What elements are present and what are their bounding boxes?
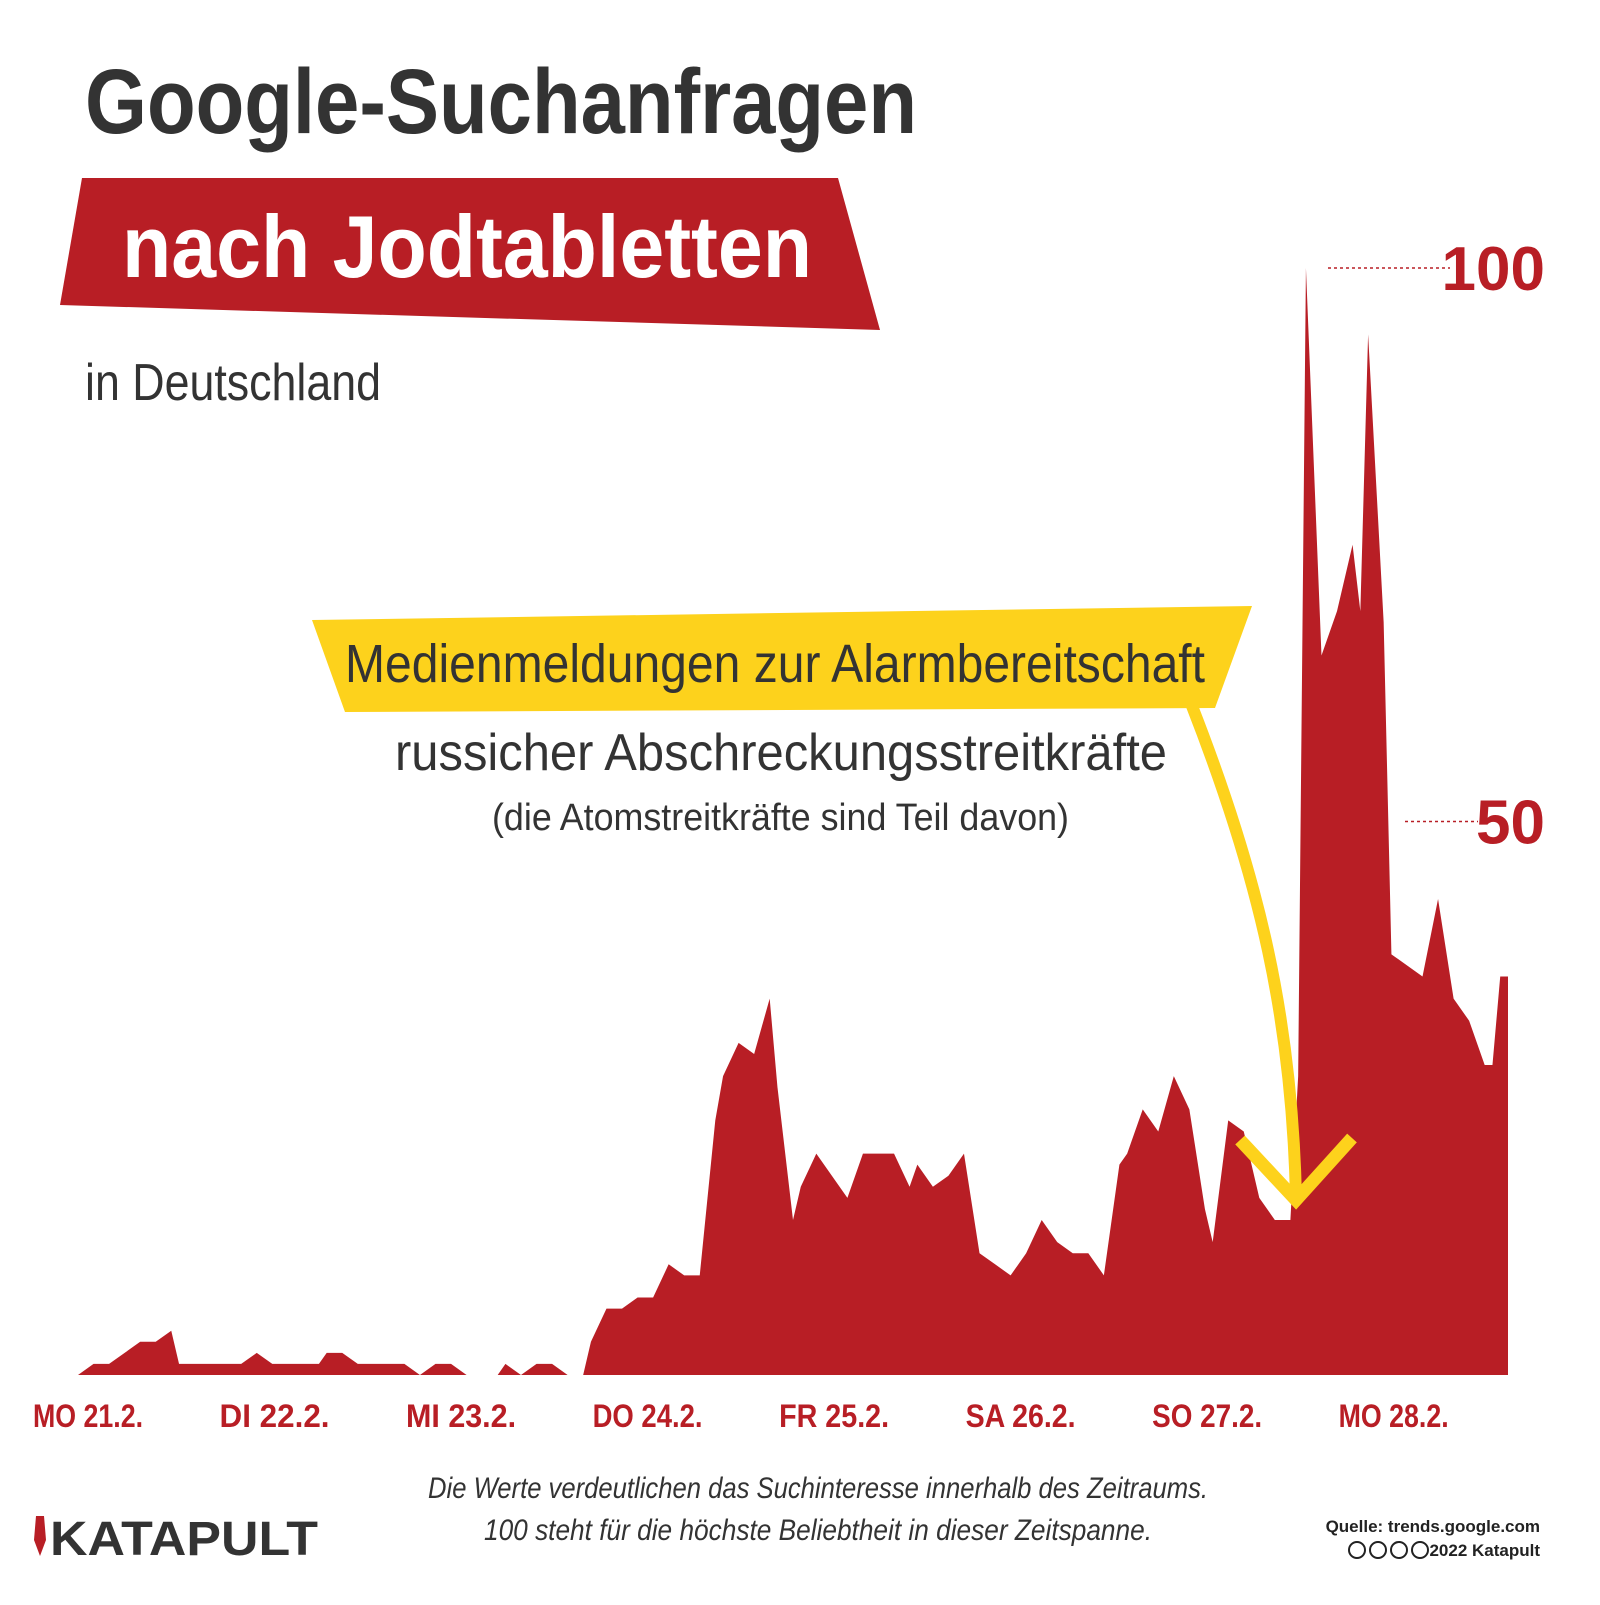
license-icons	[1348, 1541, 1429, 1559]
source: Quelle: trends.google.com	[1326, 1517, 1540, 1536]
annotation-arrow	[1186, 703, 1302, 1199]
x-tick-label: MO 21.2.	[33, 1398, 143, 1434]
y-tick-label: 50	[1476, 789, 1545, 858]
chart-subtitle: in Deutschland	[85, 354, 381, 412]
chart-title: Google-Suchanfragen	[85, 51, 917, 153]
x-tick-label: MI 23.2.	[406, 1398, 516, 1434]
annotation-arrowhead	[1235, 1133, 1357, 1210]
x-tick-label: SA 26.2.	[966, 1398, 1076, 1434]
x-tick-label: DI 22.2.	[220, 1398, 330, 1434]
x-tick-label: SO 27.2.	[1152, 1398, 1262, 1434]
brand: KATAPULT	[50, 1513, 318, 1566]
x-tick-label: FR 25.2.	[779, 1398, 889, 1434]
brand-icon	[34, 1516, 46, 1556]
y-tick-label: 100	[1442, 235, 1545, 304]
plot-area: 50 100 MO 21.2. DI 22.2. MI 23.2. DO 24.2. FR …	[33, 235, 1545, 1434]
note: Die Werte verdeutlichen das Suchinteress…	[428, 1472, 1208, 1505]
x-tick-label: MO 28.2.	[1339, 1398, 1449, 1434]
copyright: 2022 Katapult	[1429, 1541, 1540, 1560]
annotation-text: (die Atomstreitkräfte sind Teil davon)	[492, 797, 1069, 839]
annotation-headline: Medienmeldungen zur Alarmbereitschaft	[345, 634, 1205, 694]
note: 100 steht für die höchste Beliebtheit in…	[484, 1514, 1152, 1547]
annotation-text: russicher Abschreckungsstreitkräfte	[395, 724, 1167, 782]
chart-title-highlight: nach Jodtabletten	[122, 197, 812, 296]
x-tick-label: DO 24.2.	[593, 1398, 703, 1434]
title-banner	[60, 178, 880, 330]
annotation-banner	[312, 606, 1252, 712]
area	[78, 268, 1508, 1375]
